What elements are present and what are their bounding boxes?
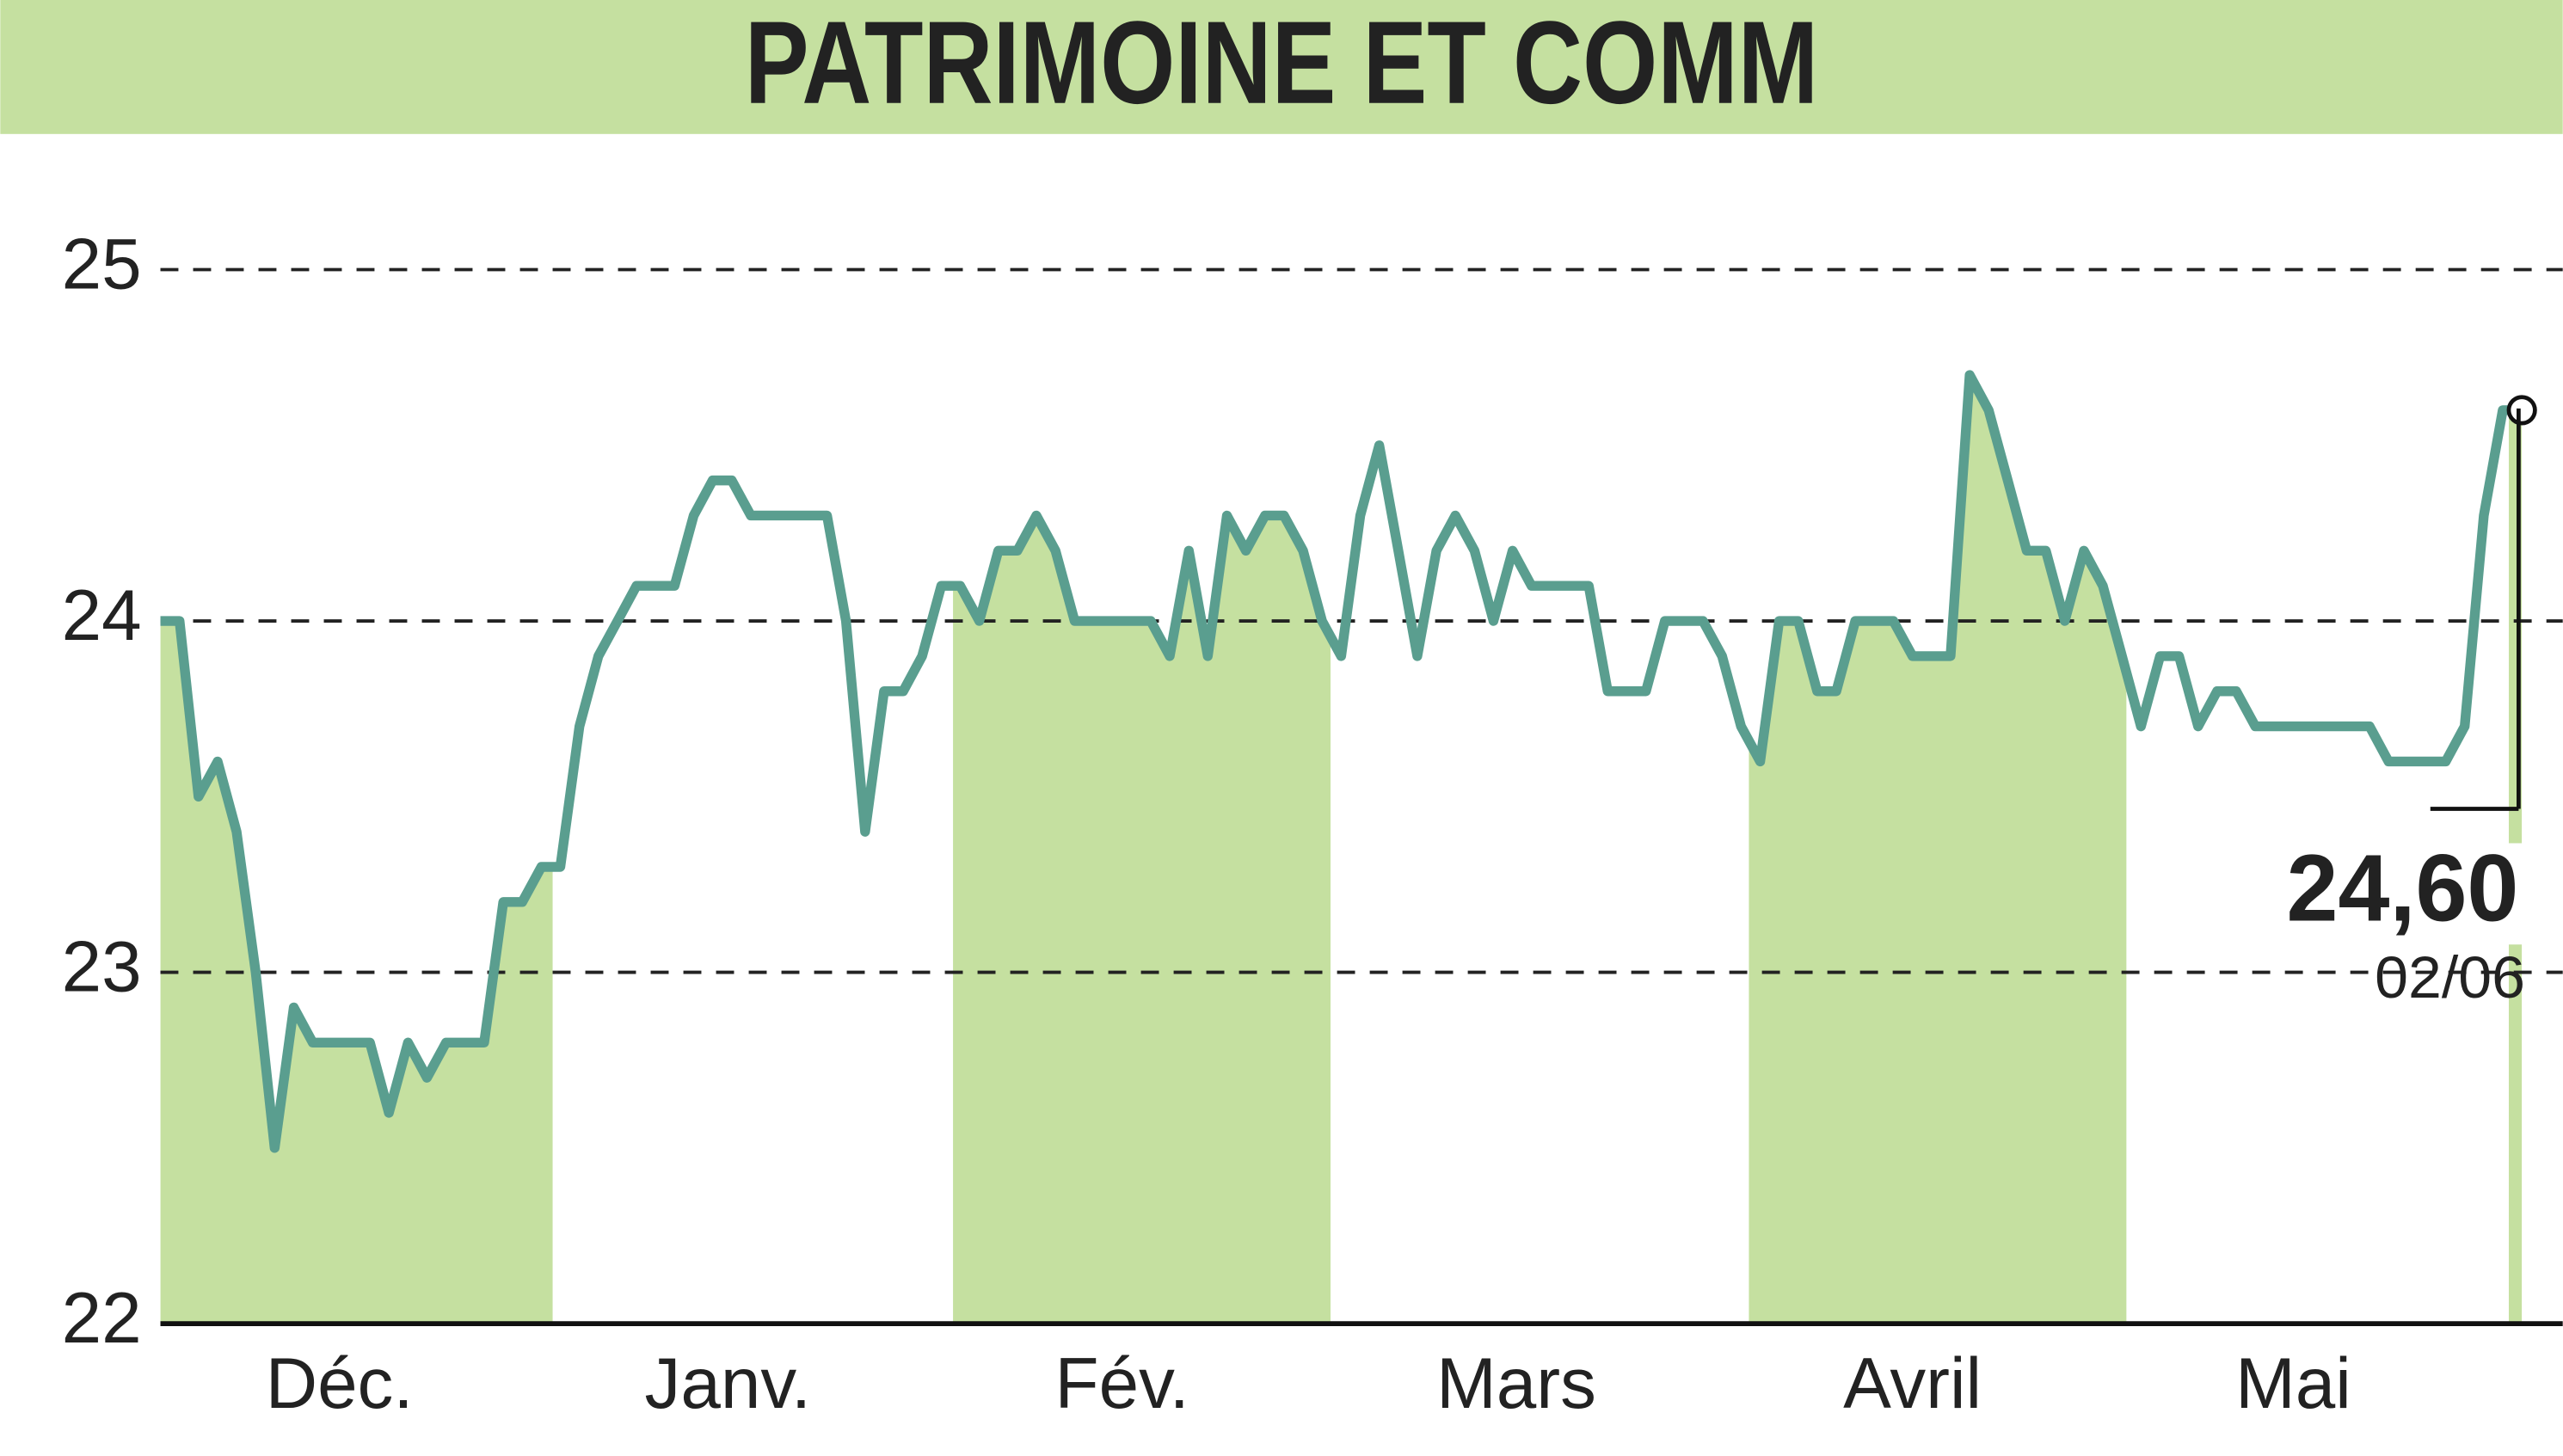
month-band — [953, 375, 1331, 1324]
title-bar — [0, 0, 2563, 134]
x-tick-label: Mars — [1436, 1342, 1596, 1423]
month-band — [160, 375, 553, 1324]
plot: 22 23 24 25 Déc. Janv. Fév. Mars Avril Mai — [62, 224, 2563, 1423]
y-tick-label: 25 — [62, 224, 142, 304]
price-line — [160, 370, 2523, 1153]
last-value: 24,60 — [2287, 835, 2519, 941]
x-tick-label: Déc. — [266, 1342, 414, 1423]
y-tick-label: 22 — [62, 1277, 142, 1358]
x-tick-label: Janv. — [645, 1342, 812, 1423]
last-date: 02/06 — [2375, 945, 2525, 1011]
x-tick-label: Avril — [1843, 1342, 1982, 1423]
month-shading — [160, 375, 2523, 1324]
x-tick-label: Fév. — [1055, 1342, 1189, 1423]
y-tick-label: 24 — [62, 574, 142, 655]
month-band — [1749, 375, 2127, 1324]
x-tick-label: Mai — [2235, 1342, 2351, 1423]
label-gap — [2500, 843, 2527, 945]
last-point — [2506, 395, 2537, 426]
y-tick-label: 23 — [62, 926, 142, 1007]
chart-title: PATRIMOINE ET COMM — [745, 0, 1818, 128]
